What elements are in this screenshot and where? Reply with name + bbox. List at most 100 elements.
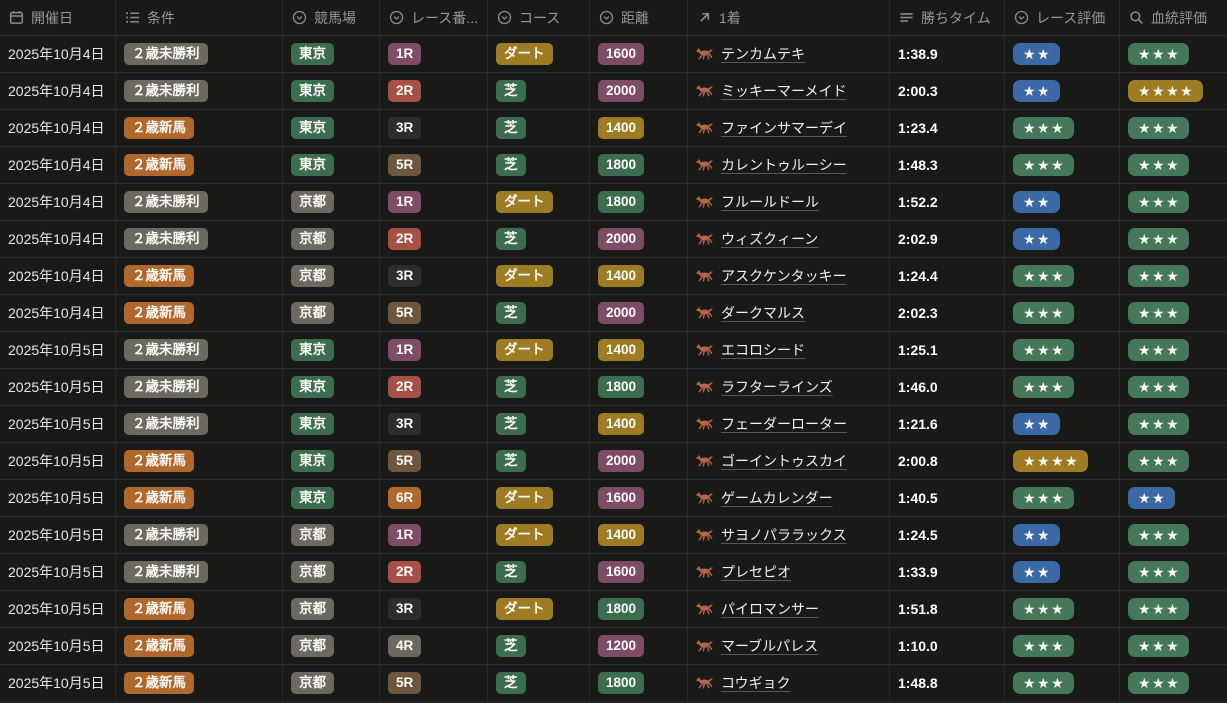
column-header-time[interactable]: 勝ちタイム	[890, 0, 1005, 35]
cell-course[interactable]: ダート	[488, 480, 590, 516]
cell-pedigree_rating[interactable]: ★★★★	[1120, 73, 1227, 109]
cell-course[interactable]: 芝	[488, 665, 590, 701]
cell-distance[interactable]: 1400	[590, 517, 688, 553]
cell-race_rating[interactable]: ★★★	[1005, 110, 1120, 146]
cell-course[interactable]: 芝	[488, 295, 590, 331]
winner-horse-link[interactable]: ゲームカレンダー	[721, 490, 833, 506]
cell-condition[interactable]: ２歳新馬	[116, 665, 283, 701]
cell-pedigree_rating[interactable]: ★★★	[1120, 406, 1227, 442]
cell-race_no[interactable]: 1R	[380, 517, 488, 553]
cell-condition[interactable]: ２歳未勝利	[116, 221, 283, 257]
cell-track[interactable]: 京都	[283, 665, 380, 701]
cell-condition[interactable]: ２歳未勝利	[116, 517, 283, 553]
cell-track[interactable]: 京都	[283, 184, 380, 220]
cell-race_rating[interactable]: ★★	[1005, 73, 1120, 109]
cell-distance[interactable]: 1400	[590, 332, 688, 368]
cell-winner[interactable]: マーブルパレス	[688, 628, 890, 664]
cell-distance[interactable]: 1800	[590, 184, 688, 220]
cell-date[interactable]: 2025年10月4日	[0, 221, 116, 257]
cell-condition[interactable]: ２歳新馬	[116, 147, 283, 183]
cell-track[interactable]: 京都	[283, 517, 380, 553]
cell-distance[interactable]: 1600	[590, 36, 688, 72]
cell-date[interactable]: 2025年10月5日	[0, 517, 116, 553]
cell-time[interactable]: 2:00.3	[890, 73, 1005, 109]
cell-race_no[interactable]: 2R	[380, 221, 488, 257]
cell-course[interactable]: 芝	[488, 147, 590, 183]
cell-pedigree_rating[interactable]: ★★★	[1120, 517, 1227, 553]
cell-course[interactable]: 芝	[488, 406, 590, 442]
winner-horse-link[interactable]: ラフターラインズ	[721, 379, 833, 395]
cell-track[interactable]: 東京	[283, 73, 380, 109]
cell-pedigree_rating[interactable]: ★★★	[1120, 443, 1227, 479]
column-header-distance[interactable]: 距離	[590, 0, 688, 35]
cell-pedigree_rating[interactable]: ★★★	[1120, 221, 1227, 257]
cell-distance[interactable]: 1400	[590, 110, 688, 146]
cell-race_rating[interactable]: ★★★	[1005, 147, 1120, 183]
cell-course[interactable]: 芝	[488, 110, 590, 146]
cell-date[interactable]: 2025年10月5日	[0, 665, 116, 701]
cell-pedigree_rating[interactable]: ★★★	[1120, 110, 1227, 146]
cell-pedigree_rating[interactable]: ★★★	[1120, 591, 1227, 627]
cell-date[interactable]: 2025年10月4日	[0, 258, 116, 294]
cell-distance[interactable]: 2000	[590, 221, 688, 257]
cell-course[interactable]: ダート	[488, 258, 590, 294]
cell-course[interactable]: 芝	[488, 443, 590, 479]
cell-track[interactable]: 東京	[283, 147, 380, 183]
cell-distance[interactable]: 1600	[590, 480, 688, 516]
cell-race_no[interactable]: 5R	[380, 147, 488, 183]
winner-horse-link[interactable]: ミッキーマーメイド	[721, 83, 847, 99]
cell-race_rating[interactable]: ★★★	[1005, 258, 1120, 294]
cell-date[interactable]: 2025年10月4日	[0, 184, 116, 220]
cell-date[interactable]: 2025年10月4日	[0, 36, 116, 72]
winner-horse-link[interactable]: フェーダーローター	[721, 416, 847, 432]
cell-condition[interactable]: ２歳未勝利	[116, 73, 283, 109]
cell-date[interactable]: 2025年10月4日	[0, 73, 116, 109]
winner-horse-link[interactable]: ウィズクィーン	[721, 231, 819, 247]
cell-condition[interactable]: ２歳未勝利	[116, 406, 283, 442]
cell-distance[interactable]: 1200	[590, 628, 688, 664]
cell-race_no[interactable]: 1R	[380, 184, 488, 220]
cell-track[interactable]: 京都	[283, 258, 380, 294]
cell-race_no[interactable]: 5R	[380, 665, 488, 701]
cell-winner[interactable]: ゴーイントゥスカイ	[688, 443, 890, 479]
cell-date[interactable]: 2025年10月5日	[0, 369, 116, 405]
cell-race_rating[interactable]: ★★	[1005, 406, 1120, 442]
cell-pedigree_rating[interactable]: ★★★	[1120, 665, 1227, 701]
cell-pedigree_rating[interactable]: ★★★	[1120, 295, 1227, 331]
cell-time[interactable]: 1:48.8	[890, 665, 1005, 701]
cell-winner[interactable]: サヨノパララックス	[688, 517, 890, 553]
cell-track[interactable]: 東京	[283, 36, 380, 72]
cell-pedigree_rating[interactable]: ★★★	[1120, 258, 1227, 294]
cell-course[interactable]: 芝	[488, 628, 590, 664]
cell-course[interactable]: ダート	[488, 184, 590, 220]
cell-time[interactable]: 1:24.5	[890, 517, 1005, 553]
column-header-winner[interactable]: 1着	[688, 0, 890, 35]
cell-time[interactable]: 1:48.3	[890, 147, 1005, 183]
cell-race_no[interactable]: 3R	[380, 591, 488, 627]
winner-horse-link[interactable]: マーブルパレス	[721, 638, 819, 654]
cell-date[interactable]: 2025年10月5日	[0, 443, 116, 479]
cell-time[interactable]: 1:52.2	[890, 184, 1005, 220]
cell-time[interactable]: 1:24.4	[890, 258, 1005, 294]
cell-winner[interactable]: ファインサマーデイ	[688, 110, 890, 146]
cell-race_rating[interactable]: ★★★	[1005, 332, 1120, 368]
cell-race_no[interactable]: 2R	[380, 554, 488, 590]
cell-course[interactable]: ダート	[488, 36, 590, 72]
cell-condition[interactable]: ２歳未勝利	[116, 369, 283, 405]
cell-distance[interactable]: 1400	[590, 258, 688, 294]
cell-distance[interactable]: 2000	[590, 295, 688, 331]
winner-horse-link[interactable]: ダークマルス	[721, 305, 805, 321]
cell-time[interactable]: 1:23.4	[890, 110, 1005, 146]
cell-date[interactable]: 2025年10月4日	[0, 295, 116, 331]
winner-horse-link[interactable]: サヨノパララックス	[721, 527, 847, 543]
cell-date[interactable]: 2025年10月4日	[0, 110, 116, 146]
cell-condition[interactable]: ２歳新馬	[116, 443, 283, 479]
cell-time[interactable]: 1:38.9	[890, 36, 1005, 72]
cell-time[interactable]: 1:33.9	[890, 554, 1005, 590]
cell-track[interactable]: 東京	[283, 332, 380, 368]
cell-time[interactable]: 1:21.6	[890, 406, 1005, 442]
cell-pedigree_rating[interactable]: ★★★	[1120, 628, 1227, 664]
cell-race_no[interactable]: 3R	[380, 258, 488, 294]
cell-pedigree_rating[interactable]: ★★★	[1120, 36, 1227, 72]
cell-track[interactable]: 東京	[283, 480, 380, 516]
